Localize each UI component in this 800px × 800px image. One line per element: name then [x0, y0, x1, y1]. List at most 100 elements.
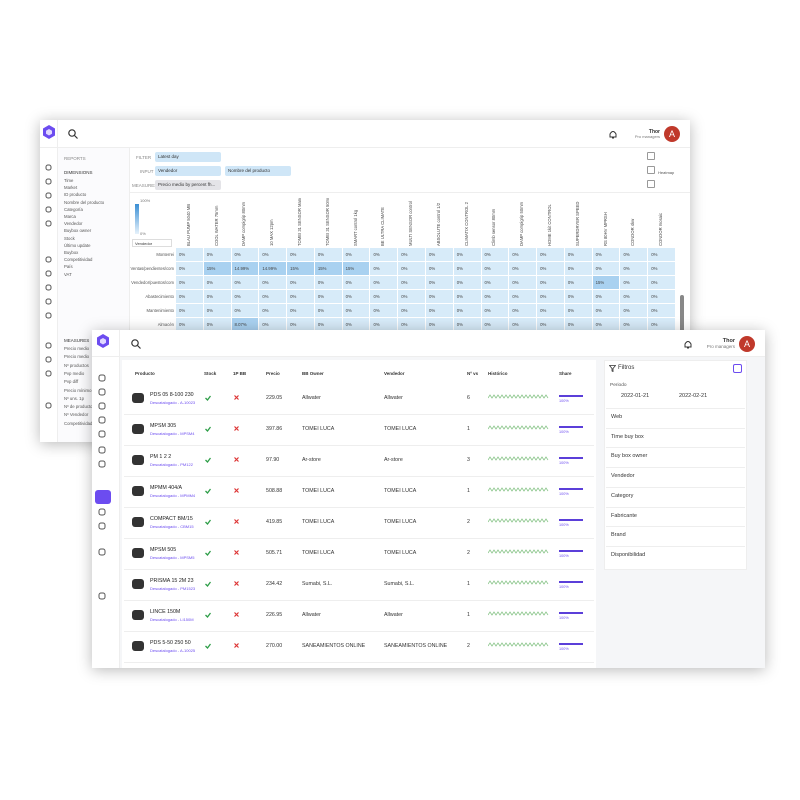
date-from[interactable]: 2022-01-21	[621, 393, 650, 399]
active-nav[interactable]	[95, 490, 111, 504]
heatmap-cell: 0%	[648, 304, 676, 318]
product-name[interactable]: COMPACT BM/15	[150, 516, 193, 522]
product-image	[132, 641, 144, 651]
dimensions-label: DIMENSIONS	[64, 170, 93, 175]
heatmap-cell: 0%	[620, 248, 649, 262]
search-icon	[68, 129, 78, 139]
product-name[interactable]: LINCE 150M	[150, 609, 181, 615]
measure-item[interactable]: Nº de productos	[64, 404, 94, 410]
heatmap-cell: 0%	[203, 248, 232, 262]
dimension-item[interactable]: Buybox	[64, 250, 79, 255]
product-sub[interactable]: Descatalogado - MPSM5	[150, 555, 195, 560]
product-name[interactable]: PDS 05 8-100 230	[150, 392, 194, 398]
share-label: 100%	[559, 554, 569, 558]
measure-item[interactable]: Precio medio	[64, 354, 90, 360]
dimension-item[interactable]: Categoría	[64, 206, 83, 212]
dimension-item[interactable]: Stock	[64, 235, 75, 241]
add-button[interactable]	[647, 152, 655, 160]
table-header: Precio	[266, 371, 280, 376]
measure-item[interactable]: Nº uns. 1p	[64, 395, 84, 401]
legend-max: 100%	[140, 198, 151, 203]
filter-section[interactable]: Brand	[611, 532, 626, 539]
filter-section[interactable]: Fabricante	[611, 512, 637, 519]
product-sub[interactable]: Descatalogado - MPSM4	[150, 431, 195, 436]
heatmap-cell: 0%	[537, 304, 565, 318]
product-sub[interactable]: Descatalogado - A-10025	[150, 648, 196, 653]
dimension-item[interactable]: País	[64, 264, 73, 270]
dimension-item[interactable]: ID producto	[64, 192, 87, 198]
bb-owner: TOMEI LUCA	[302, 426, 335, 432]
measure-item[interactable]: Competitividad	[64, 420, 93, 426]
column-header: MULTI SENSOR control	[408, 201, 414, 246]
product-sub[interactable]: Descatalogado - A-10023	[150, 400, 196, 405]
input-chip[interactable]: Vendedor	[155, 166, 221, 176]
product-sub[interactable]: Descatalogado - PM122	[150, 462, 193, 467]
bb-owner: TOMEI LUCA	[302, 550, 335, 556]
share-bar	[559, 550, 583, 552]
filter-section[interactable]: Buy box owner	[611, 453, 648, 460]
measure-item[interactable]: Nº Vendedor	[64, 412, 89, 418]
filter-section[interactable]: Category	[611, 492, 634, 499]
filter-toggle[interactable]	[733, 364, 742, 373]
product-name[interactable]: MPSM 305	[150, 423, 177, 429]
column-header: 10 MAX 12pm	[269, 219, 275, 246]
filter-section[interactable]: Time buy box	[611, 433, 644, 440]
measure-item[interactable]: Precio medio	[64, 346, 90, 351]
product-image	[132, 486, 144, 496]
measure-item[interactable]: Nº productos	[64, 362, 89, 368]
input-chip[interactable]: Nombre del producto	[225, 166, 291, 176]
table-header: Nº vs	[467, 371, 479, 376]
dimension-item[interactable]: Vendedor	[64, 221, 83, 227]
product-name[interactable]: PDS 5-50 250 50	[150, 640, 191, 646]
table-card	[122, 360, 596, 668]
heatmap-cell: 0%	[398, 276, 426, 290]
heatmap-cell: 0%	[592, 262, 621, 276]
sparkline	[488, 487, 549, 492]
dimension-item[interactable]: Último update	[64, 242, 91, 248]
row-divider	[124, 662, 594, 663]
measure-item[interactable]: Pvp medio	[64, 370, 85, 376]
bb-cross	[234, 550, 239, 555]
filter-section[interactable]: Web	[611, 414, 623, 420]
measures-chip[interactable]: Precio medio by percent fh...	[155, 180, 221, 190]
dimension-item[interactable]: Marca	[64, 214, 76, 219]
filter-section[interactable]: Disponibilidad	[611, 551, 646, 558]
price: 397.86	[266, 426, 283, 432]
product-sub[interactable]: Descatalogado - LI150M	[150, 617, 194, 622]
dimension-item[interactable]: Market	[64, 185, 78, 191]
seller: Sumabi, S.L.	[384, 581, 415, 587]
row-divider	[124, 445, 594, 446]
filter-chip[interactable]: Latest day	[155, 152, 221, 162]
column-header: HOME 1kit CONTROL	[547, 204, 552, 246]
add-button[interactable]	[647, 180, 655, 188]
product-name[interactable]: MPSM 505	[150, 547, 177, 553]
heatmap-cell: 0%	[537, 248, 565, 262]
table-header: Producto	[135, 371, 155, 376]
legend-select[interactable]: Vendedor	[132, 239, 172, 247]
row-label: Vendedor/puestos/com	[131, 280, 174, 285]
product-sub[interactable]: Descatalogado - PM1523	[150, 586, 196, 591]
product-sub[interactable]: Descatalogado - MPMM4	[150, 493, 196, 498]
filter-section[interactable]: Vendedor	[611, 473, 635, 480]
measure-item[interactable]: Pvp diff	[64, 379, 79, 385]
num-sellers: 1	[467, 581, 470, 587]
bb-owner: TOMEI LUCA	[302, 488, 335, 494]
dimension-item[interactable]: Buybox owner	[64, 228, 92, 234]
measures-filter-label: MEASURES	[132, 183, 158, 188]
product-name[interactable]: PRISMA 15 2M 23	[150, 578, 194, 584]
dimension-item[interactable]: Nombre del producto	[64, 199, 105, 205]
date-to[interactable]: 2022-02-21	[679, 393, 708, 399]
heatmap-cell: 0%	[342, 304, 371, 318]
dimension-item[interactable]: Competitividad	[64, 257, 93, 263]
bb-cross	[234, 581, 239, 586]
dimension-item[interactable]: Time	[64, 178, 74, 183]
dimension-item[interactable]: VAT	[64, 271, 72, 277]
product-name[interactable]: PM 1 2 2	[150, 454, 172, 460]
measure-item[interactable]: Precio mínimo	[64, 387, 92, 393]
product-sub[interactable]: Descatalogado - CBM15	[150, 524, 194, 529]
add-button[interactable]	[647, 166, 655, 174]
product-name[interactable]: MPMM 404/A	[150, 485, 183, 491]
stock-check	[205, 519, 211, 525]
product-image	[132, 455, 144, 465]
